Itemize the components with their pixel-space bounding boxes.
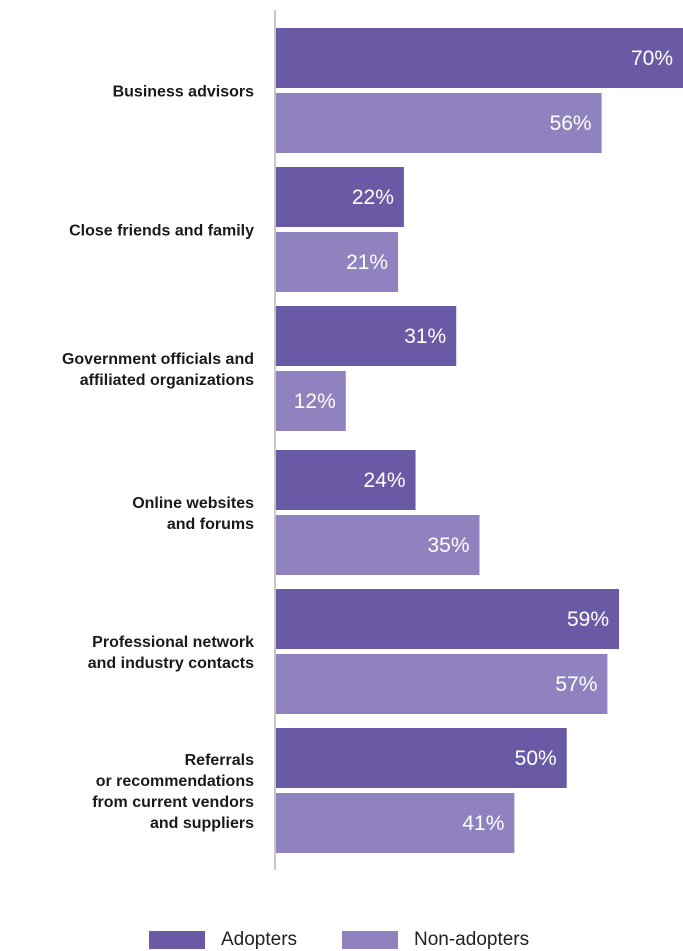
bar-close-friends-and-family-adopters [276, 167, 404, 227]
value-label-referrals-or-recommendations-from-current-vendors-and-suppliers-adopters: 50% [515, 747, 557, 770]
value-label-online-websites-and-forums-non-adopters: 35% [427, 534, 469, 557]
bar-online-websites-and-forums-non-adopters [276, 515, 480, 575]
category-label-line: Government officials and [62, 351, 254, 368]
legend-label-non-adopters: Non-adopters [414, 929, 530, 950]
category-label-government-officials-and-affiliated-organizations: Government officials and affiliated organ… [62, 351, 254, 389]
bar-government-officials-and-affiliated-organizations-non-adopters [276, 371, 346, 431]
category-label-line: or recommendations [96, 773, 254, 790]
bar-chart: 70% 56% 22% 21% 31% 12% 24% 35% 59% 57% 50% 41% Bus… [62, 10, 683, 870]
category-label-close-friends-and-family: Close friends and family [69, 223, 254, 240]
value-label-professional-network-and-industry-contacts-non-adopters: 57% [555, 673, 597, 696]
bar-professional-network-and-industry-contacts-adopters [276, 589, 620, 649]
bar-professional-network-and-industry-contacts-non-adopters [276, 654, 608, 714]
bar-close-friends-and-family-non-adopters [276, 232, 399, 292]
bar-government-officials-and-affiliated-organizations-adopters [276, 306, 457, 366]
value-label-referrals-or-recommendations-from-current-vendors-and-suppliers-non-adopters: 41% [462, 812, 504, 835]
value-label-close-friends-and-family-non-adopters: 21% [346, 251, 388, 274]
category-label-business-advisors: Business advisors [113, 84, 255, 101]
bar-business-advisors-non-adopters [276, 93, 602, 153]
value-label-professional-network-and-industry-contacts-adopters: 59% [567, 608, 609, 631]
category-labels-group: Business advisors Close friends and famil… [62, 84, 254, 833]
category-label-line: Close friends and family [69, 223, 254, 240]
value-label-business-advisors-adopters: 70% [631, 47, 673, 70]
legend-item-adopters: Adopters [149, 929, 297, 951]
value-label-government-officials-and-affiliated-organizations-adopters: 31% [404, 325, 446, 348]
category-label-line: and forums [167, 516, 254, 533]
category-label-line: Online websites [132, 495, 254, 512]
category-label-line: and suppliers [150, 815, 254, 832]
category-label-line: affiliated organizations [80, 372, 254, 389]
category-label-line: Professional network [92, 634, 254, 651]
category-label-line: from current vendors [92, 794, 254, 811]
legend: Adopters Non-adopters [0, 925, 683, 950]
legend-swatch-adopters [149, 931, 205, 949]
value-label-business-advisors-non-adopters: 56% [550, 112, 592, 135]
legend-swatch-non-adopters [342, 931, 398, 949]
bars-group: 70% 56% 22% 21% 31% 12% 24% 35% 59% 57% 50% 41% [276, 28, 683, 853]
category-label-line: Referrals [185, 752, 254, 769]
bar-business-advisors-adopters [276, 28, 683, 88]
category-label-online-websites-and-forums: Online websites and forums [132, 495, 254, 533]
category-label-line: Business advisors [113, 84, 255, 101]
category-label-line: and industry contacts [88, 655, 254, 672]
legend-item-non-adopters: Non-adopters [342, 929, 529, 951]
value-label-close-friends-and-family-adopters: 22% [352, 186, 394, 209]
bar-online-websites-and-forums-adopters [276, 450, 416, 510]
value-label-government-officials-and-affiliated-organizations-non-adopters: 12% [294, 390, 336, 413]
legend-label-adopters: Adopters [221, 929, 298, 950]
bar-referrals-or-recommendations-from-current-vendors-and-suppliers-non-adopters [276, 793, 515, 853]
value-label-online-websites-and-forums-adopters: 24% [364, 469, 406, 492]
category-label-professional-network-and-industry-contacts: Professional network and industry contact… [88, 634, 254, 672]
bar-referrals-or-recommendations-from-current-vendors-and-suppliers-adopters [276, 728, 567, 788]
category-label-referrals-or-recommendations-from-current-vendors-and-suppliers: Referrals or recommendations from current … [92, 752, 254, 832]
